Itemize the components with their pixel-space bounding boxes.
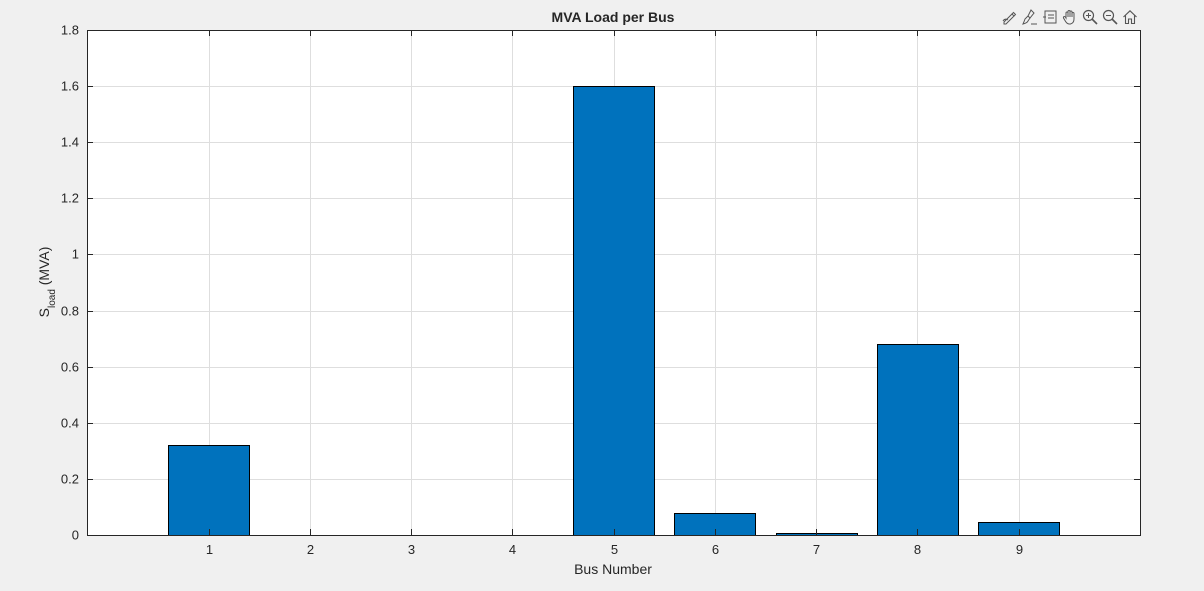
y-tick-label: 1.8 — [61, 23, 79, 38]
y-axis-label-subscript: load — [47, 289, 58, 308]
bar-bus-5 — [573, 86, 655, 536]
home-icon — [1122, 10, 1137, 25]
home-button[interactable] — [1120, 8, 1139, 27]
x-tick-label: 5 — [611, 542, 618, 557]
data-tips-icon — [1042, 10, 1056, 24]
y-tick-label: 1.4 — [61, 135, 79, 150]
y-axis-label-main: S — [36, 308, 52, 317]
x-tick-label: 6 — [712, 542, 719, 557]
chart-title: MVA Load per Bus — [552, 9, 675, 25]
edit-icon — [1002, 11, 1016, 25]
zoom-in-button[interactable] — [1080, 8, 1099, 27]
x-tick-label: 3 — [408, 542, 415, 557]
y-axis-label-unit: (MVA) — [36, 247, 52, 290]
y-tick-label: 1.2 — [61, 191, 79, 206]
x-tick-label: 9 — [1016, 542, 1023, 557]
y-tick-labels: 0 0.2 0.4 0.6 0.8 1 1.2 1.4 1.6 1.8 — [61, 23, 79, 543]
data-tips-button[interactable] — [1040, 8, 1059, 27]
x-tick-label: 4 — [509, 542, 516, 557]
x-tick-label: 7 — [813, 542, 820, 557]
y-tick-label: 0.2 — [61, 472, 79, 487]
y-tick-label: 0 — [72, 528, 79, 543]
zoom-out-icon — [1102, 9, 1118, 25]
y-axis-label: Sload (MVA) — [36, 247, 58, 318]
bar-bus-1 — [168, 445, 250, 536]
zoom-in-icon — [1082, 9, 1098, 25]
y-tick-label: 0.6 — [61, 360, 79, 375]
y-tick-label: 1.6 — [61, 79, 79, 94]
x-axis-label: Bus Number — [574, 561, 652, 577]
bar-bus-8 — [877, 344, 959, 536]
brush-button[interactable] — [1020, 8, 1039, 27]
pan-button[interactable] — [1060, 8, 1079, 27]
zoom-out-button[interactable] — [1100, 8, 1119, 27]
x-tick-labels: 1 2 3 4 5 6 7 8 9 — [206, 542, 1023, 557]
bars — [168, 86, 1060, 536]
brush-icon — [1021, 9, 1037, 25]
y-tick-label: 0.8 — [61, 304, 79, 319]
x-tick-label: 8 — [914, 542, 921, 557]
edit-button[interactable] — [1000, 8, 1019, 27]
axes-toolbar — [1000, 7, 1139, 27]
x-tick-label: 1 — [206, 542, 213, 557]
tick-marks — [87, 30, 1140, 536]
pan-icon — [1062, 9, 1074, 25]
y-tick-label: 1 — [72, 247, 79, 262]
y-tick-label: 0.4 — [61, 416, 79, 431]
x-tick-label: 2 — [307, 542, 314, 557]
